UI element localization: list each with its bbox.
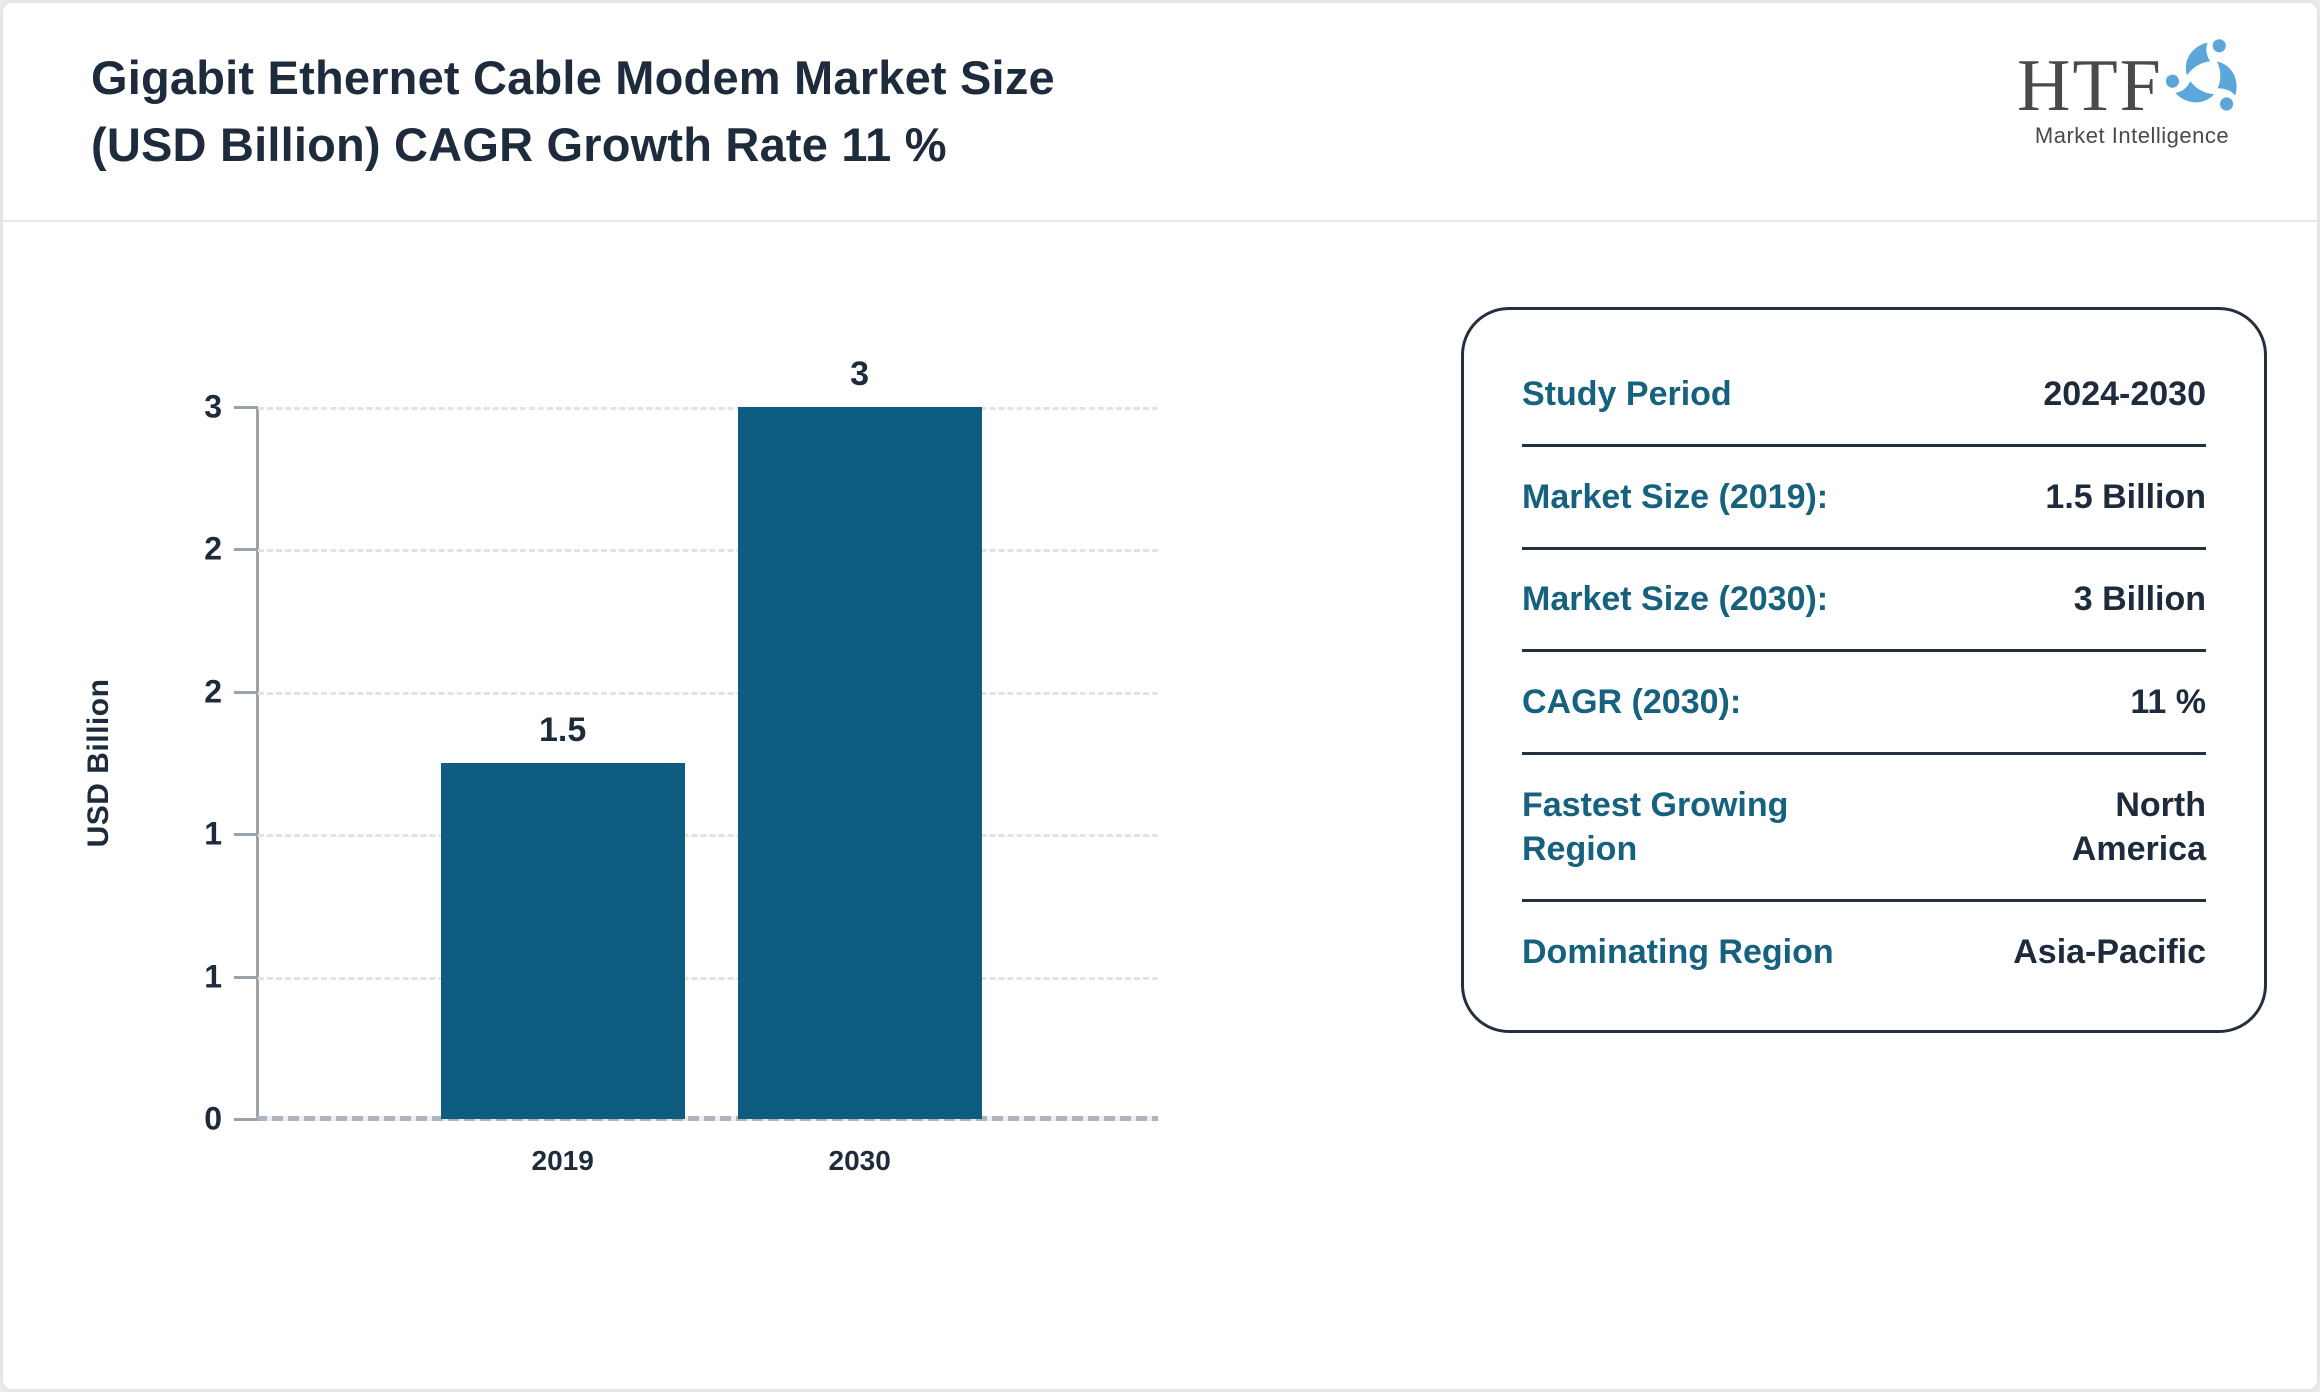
gridline (258, 834, 1158, 838)
y-tick-mark (234, 406, 258, 409)
info-label: Study Period (1522, 375, 1732, 413)
info-value: Asia-Pacific (2013, 932, 2206, 971)
y-tick-label: 2 (204, 673, 222, 710)
y-tick-mark (234, 975, 258, 979)
y-tick-mark (234, 548, 258, 552)
info-label: Market Size (2030): (1522, 580, 1829, 619)
info-row: CAGR (2030): 11 % (1522, 664, 2206, 740)
y-tick-mark (234, 1118, 258, 1121)
info-row-separator (1522, 443, 2206, 447)
info-value: North America (2071, 785, 2206, 869)
y-tick-label: 0 (204, 1100, 222, 1137)
y-axis-line (256, 407, 259, 1119)
x-tick-label: 2030 (828, 1145, 891, 1176)
info-label: CAGR (2030): (1522, 683, 1742, 722)
info-panel: Study Period 2024-2030 Market Size (2019):… (1461, 307, 2267, 1033)
info-value: 3 Billion (2073, 580, 2206, 619)
x-axis-line (256, 1116, 1158, 1121)
page-title: Gigabit Ethernet Cable Modem Market Size… (91, 51, 1055, 171)
gridline (258, 691, 1158, 695)
y-tick-label: 3 (204, 388, 222, 425)
info-row: Dominating Region Asia-Pacific (1522, 914, 2206, 990)
bar-2019: 1.5 (440, 711, 685, 1119)
htf-logo: HTF Market Intelligence (2017, 31, 2247, 149)
logo-subtext: Market Intelligence (2034, 123, 2230, 148)
header-divider (3, 220, 2317, 222)
logo-text: HTF (2017, 44, 2163, 127)
y-tick-label: 1 (204, 958, 222, 995)
info-row: Market Size (2019): 1.5 Billion (1522, 459, 2206, 535)
x-tick-label: 2019 (531, 1145, 594, 1176)
gridline (258, 976, 1158, 980)
info-row-separator (1522, 546, 2206, 550)
info-row: Fastest Growing Region North America (1522, 767, 2206, 887)
y-tick-label: 1 (204, 815, 222, 852)
info-row-separator (1522, 899, 2206, 903)
info-row: Market Size (2030): 3 Billion (1522, 561, 2206, 637)
gridline (258, 549, 1158, 553)
info-value: 1.5 Billion (2045, 477, 2206, 516)
gridline (258, 407, 1158, 410)
logo-swirl-icon (2164, 39, 2247, 114)
info-label: Market Size (2019): (1522, 477, 1829, 516)
info-label: Fastest Growing Region (1522, 785, 1789, 869)
info-row: Study Period 2024-2030 (1522, 356, 2206, 432)
bar-2030: 3 (737, 355, 982, 1119)
y-tick-mark (234, 833, 258, 837)
info-row-separator (1522, 752, 2206, 756)
plot-area: 0 1 1 2 2 3 1.5 2019 3 2030 (204, 355, 1158, 1176)
bar-value-label: 3 (850, 355, 870, 393)
info-row-separator (1522, 649, 2206, 653)
main-content: USD Billion 0 1 1 2 2 3 1.5 2019 3 2030 Study Per… (3, 222, 2317, 1389)
header: Gigabit Ethernet Cable Modem Market Size… (3, 3, 2317, 222)
y-axis-title: USD Billion (82, 678, 115, 848)
bar-value-label: 1.5 (539, 711, 587, 749)
bar-chart: USD Billion 0 1 1 2 2 3 1.5 2019 3 2030 (3, 222, 1253, 1222)
info-value: 11 % (2130, 683, 2206, 722)
info-value: 2024-2030 (2043, 375, 2206, 413)
info-label: Dominating Region (1522, 932, 1834, 971)
y-tick-label: 2 (204, 530, 222, 567)
y-tick-mark (234, 690, 258, 694)
